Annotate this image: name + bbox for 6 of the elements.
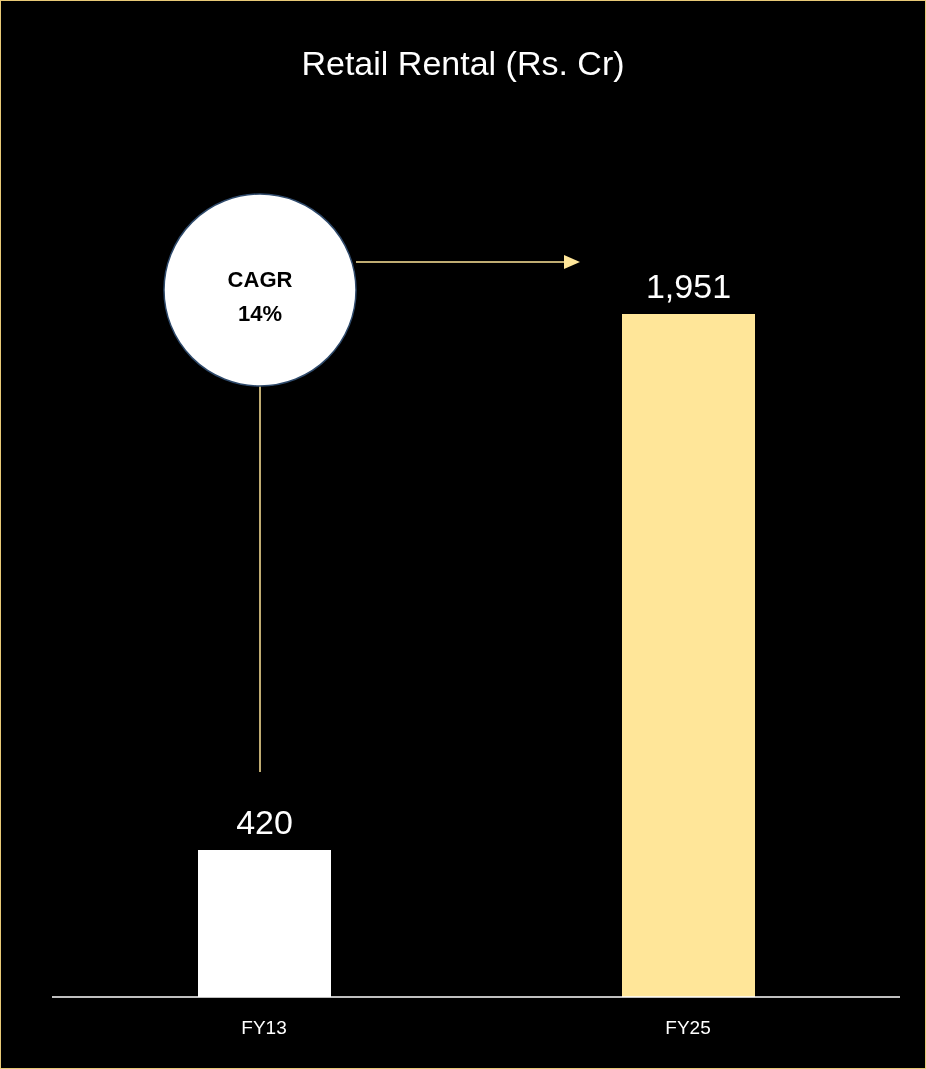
x-tick-label: FY25	[665, 1017, 711, 1039]
x-tick-label: FY13	[241, 1017, 287, 1039]
data-label: 420	[236, 802, 293, 841]
chart-title: Retail Rental (Rs. Cr)	[300, 44, 626, 83]
annotation: CAGR 14%	[227, 267, 293, 326]
data-label: 1,951	[645, 267, 732, 305]
